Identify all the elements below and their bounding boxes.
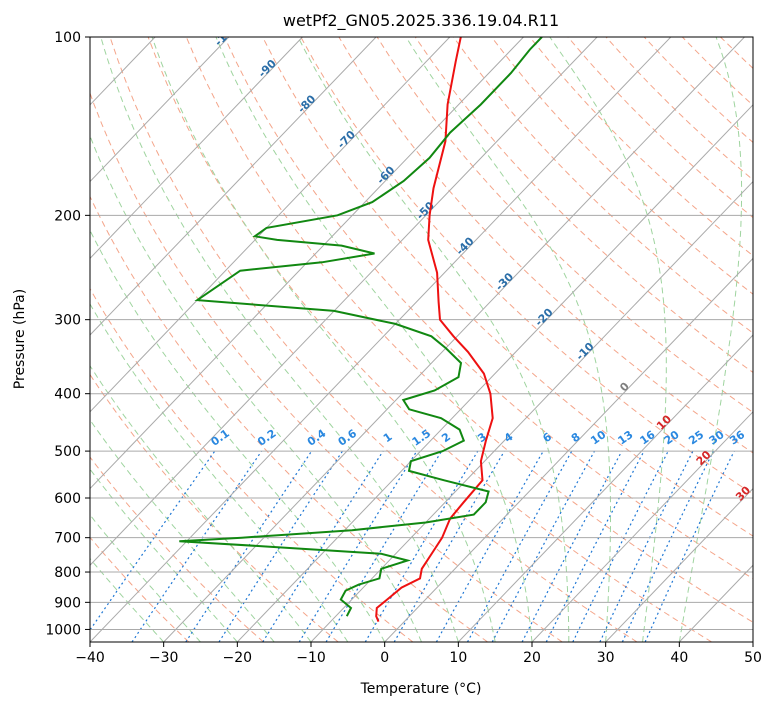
y-axis-title: Pressure (hPa) xyxy=(12,289,28,389)
isotherm-line xyxy=(531,411,753,642)
mixing-ratio-line xyxy=(185,450,313,642)
dry-adiabat-line xyxy=(491,37,753,295)
x-tick-label: 50 xyxy=(744,650,762,666)
y-tick-label: 1000 xyxy=(45,622,81,638)
isotherm-line xyxy=(384,257,753,642)
mixing-ratio-line xyxy=(218,450,343,642)
y-axis: 100 200 300 400 500 600 700 800 900 1000 xyxy=(45,30,90,638)
x-tick-label: 40 xyxy=(670,650,688,666)
mixing-ratio-line xyxy=(393,450,505,642)
x-tick-label: 0 xyxy=(380,650,389,666)
y-tick-label: 800 xyxy=(54,565,81,581)
dry-adiabat-line xyxy=(452,37,753,334)
moist-adiabat-line xyxy=(90,229,386,642)
moist-adiabat-line xyxy=(100,37,459,642)
x-tick-label: −20 xyxy=(223,650,253,666)
y-tick-label: 100 xyxy=(54,30,81,46)
mixing-ratio-line xyxy=(325,450,443,642)
mixing-ratio-line xyxy=(572,450,669,642)
mixing-ratio-line xyxy=(521,450,623,642)
moist-adiabat-line xyxy=(297,37,570,642)
mixing-ratio-line xyxy=(599,450,694,642)
mixing-ratio-line xyxy=(90,450,216,632)
y-tick-label: 600 xyxy=(54,491,81,507)
moist-adiabat-line xyxy=(90,134,422,642)
moist-adiabat-line xyxy=(90,419,275,642)
x-tick-label: 30 xyxy=(597,650,615,666)
moist-adiabat-line xyxy=(151,37,496,642)
isotherm-line xyxy=(605,487,753,642)
dewpoint-profile-line xyxy=(179,37,543,617)
x-tick-label: −30 xyxy=(149,650,179,666)
mixing-ratio-line xyxy=(364,450,479,642)
moist-adiabat-line xyxy=(90,303,349,642)
y-tick-label: 300 xyxy=(54,313,81,329)
isotherm-line xyxy=(90,37,524,490)
background-lines xyxy=(90,37,753,642)
moist-adiabat-line xyxy=(405,37,611,642)
isotherm-line xyxy=(90,37,377,336)
x-tick-label: −10 xyxy=(296,650,326,666)
dry-adiabat-line xyxy=(376,37,753,413)
isotherm-line xyxy=(310,180,753,642)
x-axis: −40 −30 −20 −10 0 10 20 30 40 50 xyxy=(75,642,762,666)
dry-adiabat-line xyxy=(185,37,753,623)
mixing-ratio-line xyxy=(435,450,544,642)
dry-adiabat-line xyxy=(90,91,563,642)
mixing-ratio-line xyxy=(298,450,418,642)
x-tick-label: 10 xyxy=(449,650,467,666)
chart-title: wetPf2_GN05.2025.336.19.04.R11 xyxy=(283,11,559,31)
mixing-ratio-line xyxy=(545,450,645,642)
mixing-ratio-line xyxy=(621,450,714,642)
isotherm-line xyxy=(163,37,745,642)
dry-adiabat-line xyxy=(109,37,638,642)
y-tick-label: 900 xyxy=(54,595,81,611)
dry-adiabat-line xyxy=(90,456,264,642)
y-tick-label: 200 xyxy=(54,208,81,224)
y-tick-label: 500 xyxy=(54,444,81,460)
dry-adiabat-line xyxy=(90,373,339,642)
x-tick-label: 20 xyxy=(523,650,541,666)
y-tick-label: 400 xyxy=(54,387,81,403)
dry-adiabat-line xyxy=(147,37,712,642)
isotherm-line xyxy=(90,37,303,260)
y-tick-label: 700 xyxy=(54,531,81,547)
data-series xyxy=(179,37,543,622)
moist-adiabat-line xyxy=(549,37,667,642)
isotherm-line xyxy=(90,37,230,183)
mixing-ratio-line xyxy=(466,450,573,642)
mixing-ratio-line xyxy=(491,450,596,642)
dry-adiabat-line xyxy=(414,37,753,374)
isotherm-line xyxy=(236,104,753,642)
moist-adiabat-line xyxy=(215,37,533,642)
isotherm-line xyxy=(90,37,598,566)
x-axis-title: Temperature (°C) xyxy=(360,681,482,697)
moist-adiabat-line xyxy=(678,37,743,642)
temperature-profile-line xyxy=(375,37,494,622)
isotherm-line xyxy=(457,334,753,642)
x-tick-label: −40 xyxy=(75,650,105,666)
isotherm-line xyxy=(90,37,451,413)
isotherm-label: -100 xyxy=(212,20,241,49)
plot-frame xyxy=(89,36,754,643)
dry-adiabat-line xyxy=(90,195,488,642)
moist-adiabat-line xyxy=(90,468,238,642)
